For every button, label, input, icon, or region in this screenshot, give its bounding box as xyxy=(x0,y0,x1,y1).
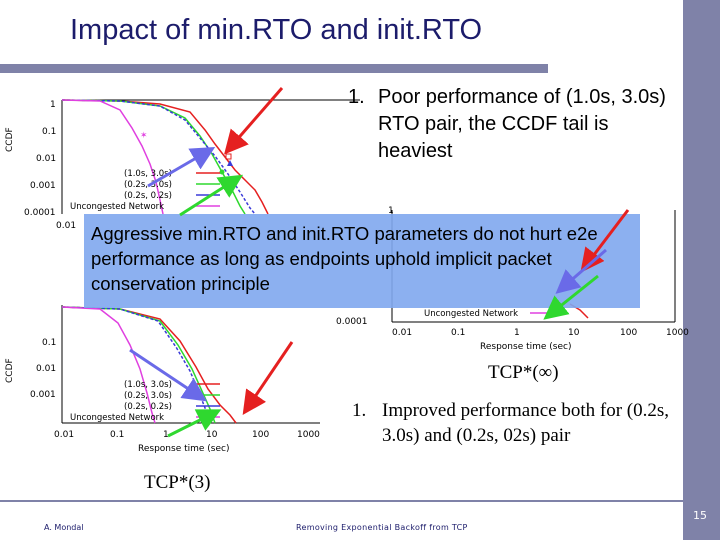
plot-bottom-ylabel: CCDF xyxy=(5,358,15,383)
plot-top-xtick-0: 0.01 xyxy=(56,221,76,231)
plot-top-curve-magenta xyxy=(61,99,164,215)
plot-top-marker-blue xyxy=(227,160,233,166)
plot-right-ytick-bottom: 0.0001 xyxy=(336,317,368,327)
plot-top-marker-green xyxy=(219,169,225,175)
callout-bottom-number: 1. xyxy=(352,400,367,421)
plot-right-xlabel: Response time (sec) xyxy=(480,342,571,352)
plot-top-marker-star: ✶ xyxy=(140,130,148,140)
right-accent-band xyxy=(683,0,720,540)
plot-bottom-xtick-4: 100 xyxy=(252,430,269,440)
plot-right-xtick-0: 0.01 xyxy=(392,328,412,338)
plot-top-legend-3: Uncongested Network xyxy=(70,202,164,212)
plot-bottom-xtick-1: 0.1 xyxy=(110,430,124,440)
plot-top-ylabel: CCDF xyxy=(5,127,15,152)
highlight-box-text: Aggressive min.RTO and init.RTO paramete… xyxy=(91,223,598,294)
tcp-infinity-label: TCP*(∞) xyxy=(488,362,559,383)
slide-title: Impact of min.RTO and init.RTO xyxy=(70,14,483,46)
plot-right-legend-uncongested: Uncongested Network xyxy=(424,309,518,319)
plot-top-legend-1: (0.2s, 3.0s) xyxy=(124,180,172,190)
plot-bottom-xtick-2: 1 xyxy=(163,430,169,440)
plot-bottom-legend-2: (0.2s, 0.2s) xyxy=(124,402,172,412)
callout-top-text: Poor performance of (1.0s, 3.0s) RTO pai… xyxy=(378,86,666,162)
ccdf-plot-bottom: CCDF 0.1 0.01 0.001 0.01 0.1 1 10 100 10… xyxy=(0,305,340,455)
plot-top-ytick-3: 0.001 xyxy=(30,181,56,191)
callout-bottom-text: Improved performance both for (0.2s, 3.0… xyxy=(382,400,670,446)
plot-bottom-legend-3: Uncongested Network xyxy=(70,413,164,423)
ccdf-plot-bottom-svg: CCDF 0.1 0.01 0.001 0.01 0.1 1 10 100 10… xyxy=(5,305,320,454)
plot-bottom-ytick-1: 0.01 xyxy=(36,364,56,374)
plot-top-legend-2: (0.2s, 0.2s) xyxy=(124,191,172,201)
plot-top-curve-red xyxy=(61,99,269,215)
plot-top-ytick-4: 0.0001 xyxy=(24,208,56,218)
plot-bottom-legend-0: (1.0s, 3.0s) xyxy=(124,380,172,390)
plot-bottom-xtick-3: 10 xyxy=(206,430,218,440)
plot-right-xtick-2: 1 xyxy=(514,328,520,338)
footer-author: A. Mondal xyxy=(44,523,84,532)
plot-top-ytick-2: 0.01 xyxy=(36,154,56,164)
plot-right-xtick-4: 100 xyxy=(620,328,637,338)
callout-top-number: 1. xyxy=(348,86,365,108)
plot-bottom-xlabel: Response time (sec) xyxy=(138,444,229,454)
plot-right-xtick-5: 1000 xyxy=(666,328,689,338)
ccdf-plot-top: CCDF 1 0.1 0.01 0.001 0.0001 0.01 ✶ (1.0… xyxy=(0,82,360,232)
page-number: 15 xyxy=(693,509,707,522)
title-underline-bar xyxy=(0,64,548,73)
plot-top-ytick-0: 1 xyxy=(50,100,56,110)
plot-bottom-legend-1: (0.2s, 3.0s) xyxy=(124,391,172,401)
plot-bottom-xtick-5: 1000 xyxy=(297,430,320,440)
plot-bottom-xtick-0: 0.01 xyxy=(54,430,74,440)
plot-top-legend-0: (1.0s, 3.0s) xyxy=(124,169,172,179)
plot-bottom-ytick-2: 0.001 xyxy=(30,390,56,400)
plot-right-xtick-1: 0.1 xyxy=(451,328,465,338)
plot-bottom-ytick-0: 0.1 xyxy=(42,338,56,348)
footer-presentation-title: Removing Exponential Backoff from TCP xyxy=(296,523,468,532)
ccdf-plot-top-svg: CCDF 1 0.1 0.01 0.001 0.0001 0.01 ✶ (1.0… xyxy=(5,99,360,231)
plot-top-ytick-1: 0.1 xyxy=(42,127,56,137)
plot-right-ytick-top: 1 xyxy=(388,206,394,216)
footer-rule xyxy=(0,500,683,502)
plot-right-xtick-3: 10 xyxy=(568,328,580,338)
tcp-3-label: TCP*(3) xyxy=(144,472,211,493)
